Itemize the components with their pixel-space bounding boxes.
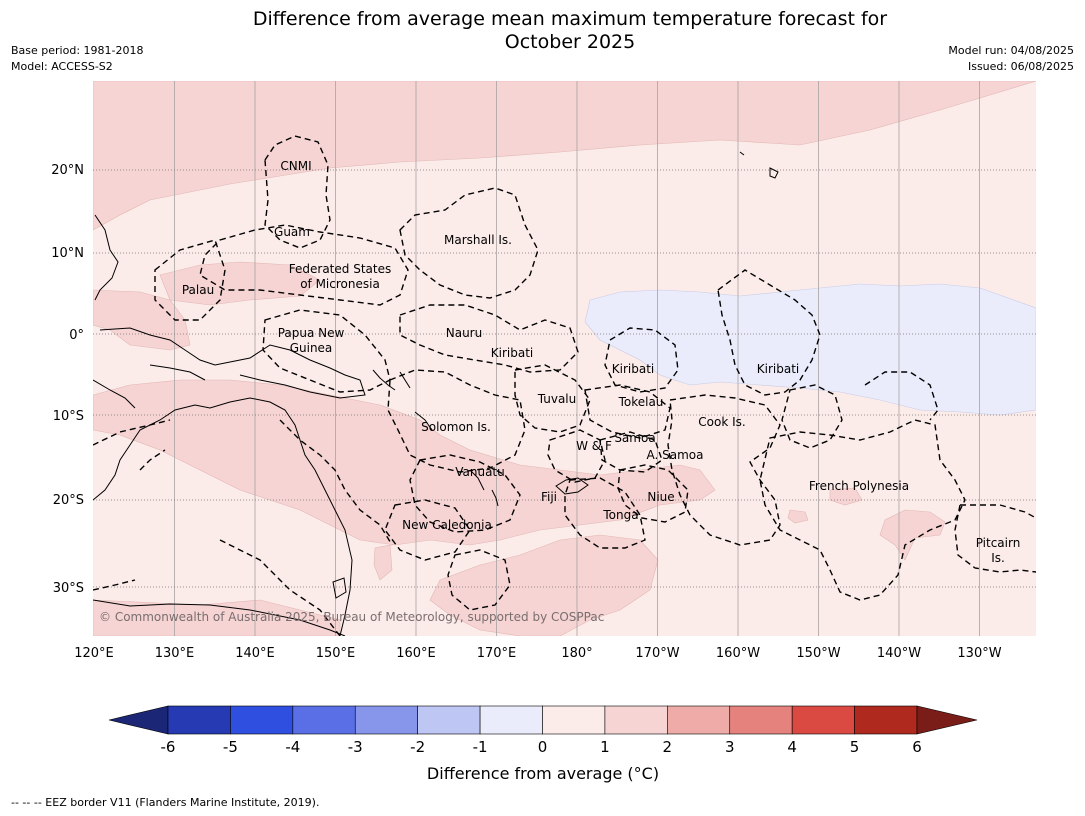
colorbar-segment [292, 705, 356, 735]
colorbar-tick-label: 4 [787, 738, 797, 756]
label-kiribati-west: Kiribati [491, 346, 533, 360]
label-fiji: Fiji [541, 490, 557, 504]
label-kiribati-east: Kiribati [757, 362, 799, 376]
colorbar-tick-label: -4 [285, 738, 300, 756]
map-plot-area [93, 81, 1036, 636]
label-american-samoa: A. Samoa [647, 448, 704, 462]
coastlines [93, 151, 779, 636]
colorbar: -6 -5 -4 -3 -2 -1 0 1 2 3 4 5 6 [108, 705, 978, 756]
colorbar-segment [230, 705, 294, 735]
longitude-gridlines [174, 81, 980, 636]
label-cook-islands: Cook Is. [698, 415, 745, 429]
colorbar-extend-low [108, 705, 169, 735]
colorbar-segment [167, 705, 231, 735]
lat-tick: 0° [69, 328, 84, 343]
colorbar-tick-label: 6 [912, 738, 922, 756]
label-guam: Guam [274, 225, 310, 239]
colorbar-tick-label: 1 [600, 738, 610, 756]
label-marshall-islands: Marshall Is. [444, 233, 512, 247]
lat-tick: 30°S [53, 581, 84, 596]
label-pitcairn-line-2: Is. [991, 551, 1005, 565]
longitude-tick-labels: 120°E 130°E 140°E 150°E 160°E 170°E 180°… [74, 646, 1001, 661]
label-fsm-line-2: of Micronesia [300, 277, 380, 291]
label-tuvalu: Tuvalu [537, 392, 577, 406]
anomaly-1-2-regions [93, 81, 1036, 636]
colorbar-segment [854, 705, 918, 735]
anomaly-neg1-0-region [584, 283, 1036, 416]
colorbar-segment [417, 705, 481, 735]
label-wallis-futuna: W & F [576, 439, 612, 453]
region-labels: CNMI Guam Marshall Is. Federated States … [182, 159, 1020, 565]
colorbar-tick-label: 3 [725, 738, 735, 756]
colorbar-tick-label: 0 [538, 738, 548, 756]
label-png-line-1: Papua New [278, 326, 345, 340]
colorbar-extend-high [916, 705, 978, 735]
label-fsm-line-1: Federated States [289, 262, 391, 276]
colorbar-segment [791, 705, 855, 735]
colorbar-segment [542, 705, 606, 735]
colorbar-segment [479, 705, 543, 735]
colorbar-label: Difference from average (°C) [427, 764, 659, 783]
meta-left: Base period: 1981-2018 Model: ACCESS-S2 [11, 43, 143, 75]
colorbar-tick-label: 5 [850, 738, 860, 756]
label-french-polynesia: French Polynesia [809, 479, 909, 493]
lat-tick: 10°N [51, 246, 84, 261]
lon-tick: 150°W [796, 646, 840, 661]
label-samoa: Samoa [614, 431, 655, 445]
colorbar-segment [604, 705, 668, 735]
meta-right: Model run: 04/08/2025 Issued: 06/08/2025 [948, 43, 1074, 75]
lat-tick: 20°N [51, 163, 84, 178]
lon-tick: 170°E [477, 646, 517, 661]
label-pitcairn-line-1: Pitcairn [976, 536, 1021, 550]
lon-tick: 130°W [957, 646, 1001, 661]
title-line-2: October 2025 [504, 31, 636, 53]
lon-tick: 120°E [74, 646, 114, 661]
lon-tick: 170°W [635, 646, 679, 661]
label-palau: Palau [182, 283, 214, 297]
colorbar-tick-label: 2 [663, 738, 673, 756]
label-tonga: Tonga [602, 508, 638, 522]
issued-date: Issued: 06/08/2025 [967, 60, 1074, 73]
label-niue: Niue [647, 490, 674, 504]
map-title: Difference from average mean maximum tem… [170, 8, 970, 54]
base-period: Base period: 1981-2018 [11, 44, 144, 57]
colorbar-tick-label: -3 [348, 738, 363, 756]
lon-tick: 180° [561, 646, 592, 661]
lon-tick: 130°E [155, 646, 195, 661]
label-cnmi: CNMI [280, 159, 311, 173]
lon-tick: 160°W [716, 646, 760, 661]
lon-tick: 150°E [316, 646, 356, 661]
lat-tick: 20°S [53, 493, 84, 508]
colorbar-segment [729, 705, 793, 735]
colorbar-tick-label: -2 [410, 738, 425, 756]
label-png-line-2: Guinea [290, 341, 333, 355]
colorbar-tick-label: -6 [161, 738, 176, 756]
label-solomon-islands: Solomon Is. [421, 420, 491, 434]
model-name: Model: ACCESS-S2 [11, 60, 113, 73]
latitude-tick-labels: 20°N 10°N 0° 10°S 20°S 30°S [51, 163, 84, 596]
copyright-notice: © Commonwealth of Australia 2025, Bureau… [99, 610, 604, 624]
lat-tick: 10°S [53, 409, 84, 424]
model-run: Model run: 04/08/2025 [948, 44, 1074, 57]
colorbar-tick-label: -1 [473, 738, 488, 756]
colorbar-segment [667, 705, 731, 735]
label-kiribati-central: Kiribati [612, 362, 654, 376]
eez-border-legend: -- -- -- EEZ border V11 (Flanders Marine… [11, 796, 320, 809]
label-new-caledonia: New Caledonia [402, 518, 492, 532]
label-vanuatu: Vanuatu [455, 465, 505, 479]
lon-tick: 160°E [396, 646, 436, 661]
eez-borders [93, 135, 1036, 636]
label-nauru: Nauru [446, 326, 482, 340]
colorbar-tick-label: -5 [223, 738, 238, 756]
colorbar-segment [354, 705, 418, 735]
label-tokelau: Tokelau [618, 395, 664, 409]
lon-tick: 140°E [235, 646, 275, 661]
lon-tick: 140°W [877, 646, 921, 661]
title-line-1: Difference from average mean maximum tem… [252, 8, 888, 30]
